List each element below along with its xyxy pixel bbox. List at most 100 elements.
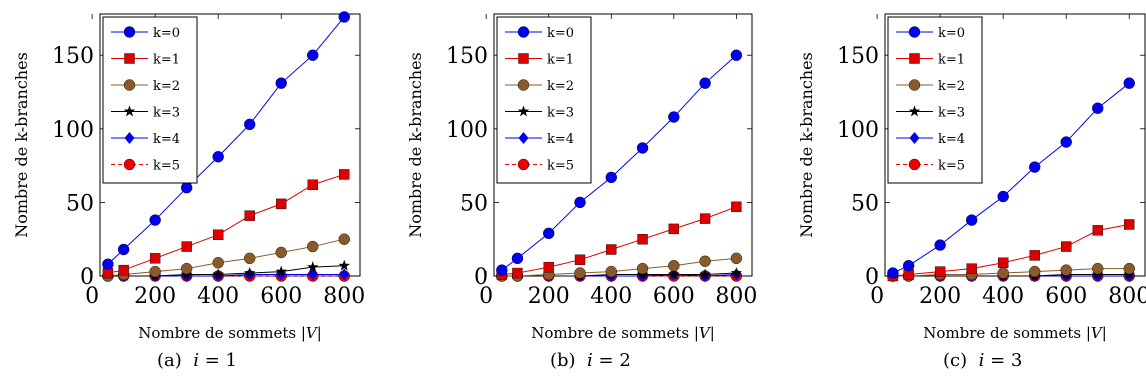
y-axis-label: Nombre de k-branches bbox=[797, 52, 816, 238]
data-point bbox=[102, 258, 114, 270]
x-tick-label: 400 bbox=[590, 284, 632, 309]
legend-label: k=5 bbox=[547, 159, 574, 174]
x-tick-label: 800 bbox=[1108, 284, 1146, 309]
legend-entry: k=5 bbox=[505, 159, 574, 174]
chart-panel-a: 0 200 400 600 800 0 50 100 150 Nombre de sommets … bbox=[12, 11, 365, 342]
data-point bbox=[338, 259, 350, 271]
caption-b-value: = 2 bbox=[598, 350, 631, 371]
legend-label: k=4 bbox=[547, 132, 574, 147]
data-point bbox=[149, 253, 161, 264]
legend-label: k=2 bbox=[938, 79, 965, 94]
data-point bbox=[997, 267, 1009, 279]
data-point bbox=[636, 142, 649, 154]
legend-entry: k=1 bbox=[896, 53, 965, 68]
data-point bbox=[212, 151, 224, 163]
legend-label: k=2 bbox=[547, 79, 574, 94]
data-point bbox=[1028, 161, 1041, 173]
data-point bbox=[1123, 77, 1135, 89]
legend-label: k=3 bbox=[547, 106, 574, 121]
plot-area bbox=[887, 77, 1135, 282]
data-point bbox=[997, 257, 1009, 268]
data-point bbox=[243, 267, 256, 278]
data-point bbox=[730, 49, 743, 61]
x-tick-label: 200 bbox=[919, 284, 961, 309]
caption-a-var: i bbox=[193, 350, 199, 371]
y-tick-label: 150 bbox=[446, 44, 488, 69]
legend: k=0 k=1 k=2 k=3 k=4 k=5 bbox=[102, 16, 198, 184]
legend-box bbox=[887, 16, 983, 184]
data-point bbox=[181, 241, 192, 252]
y-tick-label: 150 bbox=[837, 44, 879, 69]
y-tick-label: 0 bbox=[474, 265, 488, 290]
y-tick-label: 50 bbox=[460, 191, 488, 216]
caption-c-var: i bbox=[978, 350, 985, 371]
x-tick-label: 800 bbox=[715, 284, 757, 309]
data-point bbox=[275, 77, 287, 89]
data-point bbox=[730, 267, 743, 278]
plot-area bbox=[102, 11, 350, 282]
data-point bbox=[887, 267, 899, 279]
series-k1 bbox=[496, 201, 742, 280]
legend-marker bbox=[908, 26, 921, 38]
data-point bbox=[1061, 241, 1072, 252]
legend-label: k=1 bbox=[938, 53, 965, 68]
legend-label: k=3 bbox=[938, 106, 965, 121]
plot-area bbox=[496, 49, 743, 282]
legend-marker bbox=[124, 53, 135, 64]
legend-marker bbox=[517, 79, 530, 91]
legend-marker bbox=[518, 53, 529, 64]
legend-entry: k=0 bbox=[111, 26, 180, 41]
data-point bbox=[118, 264, 129, 276]
data-point bbox=[965, 214, 978, 226]
data-point bbox=[212, 229, 224, 240]
data-point bbox=[1092, 225, 1103, 236]
series-k4 bbox=[102, 268, 350, 282]
legend-marker bbox=[518, 132, 529, 144]
legend-label: k=1 bbox=[547, 53, 574, 68]
data-point bbox=[731, 201, 742, 213]
caption-b-prefix: (b) bbox=[550, 350, 576, 371]
data-point bbox=[339, 169, 350, 180]
legend-label: k=0 bbox=[938, 26, 965, 41]
legend-entry: k=3 bbox=[111, 105, 180, 121]
series-k1 bbox=[102, 169, 350, 279]
caption-a-value: = 1 bbox=[204, 350, 237, 371]
data-point bbox=[275, 246, 287, 259]
data-point bbox=[496, 264, 508, 276]
data-point bbox=[149, 214, 161, 226]
data-point bbox=[699, 213, 711, 224]
legend: k=0 k=1 k=2 k=3 k=4 k=5 bbox=[496, 16, 592, 184]
data-point bbox=[212, 268, 224, 280]
data-point bbox=[180, 181, 193, 194]
legend-label: k=4 bbox=[153, 132, 180, 147]
legend-label: k=5 bbox=[938, 159, 965, 174]
data-point bbox=[1060, 136, 1072, 148]
caption-b: (b) i = 2 bbox=[550, 350, 631, 371]
data-point bbox=[149, 265, 161, 278]
data-point bbox=[997, 190, 1009, 203]
legend-label: k=2 bbox=[153, 79, 180, 94]
data-point bbox=[668, 259, 680, 272]
data-point bbox=[699, 255, 711, 267]
x-axis-label: Nombre de sommets |V| bbox=[923, 324, 1107, 342]
data-point bbox=[934, 266, 946, 277]
chart-panel-b: 0 200 400 600 800 0 50 100 150 Nombre de sommets … bbox=[406, 13, 757, 342]
x-tick-label: 0 bbox=[870, 284, 884, 309]
data-point bbox=[243, 252, 256, 265]
legend-entry: k=2 bbox=[111, 79, 180, 94]
legend-entry: k=0 bbox=[896, 26, 965, 41]
legend-label: k=4 bbox=[938, 132, 965, 147]
series-k0 bbox=[496, 49, 743, 276]
legend-label: k=0 bbox=[547, 26, 574, 41]
legend-marker bbox=[124, 132, 135, 144]
legend-entry: k=1 bbox=[505, 53, 574, 68]
data-point bbox=[1028, 265, 1041, 278]
data-point bbox=[605, 265, 617, 278]
data-point bbox=[338, 11, 350, 23]
x-tick-label: 0 bbox=[479, 284, 493, 309]
data-point bbox=[1060, 264, 1072, 276]
data-point bbox=[1123, 262, 1135, 275]
data-point bbox=[512, 267, 523, 279]
data-point bbox=[339, 268, 350, 281]
